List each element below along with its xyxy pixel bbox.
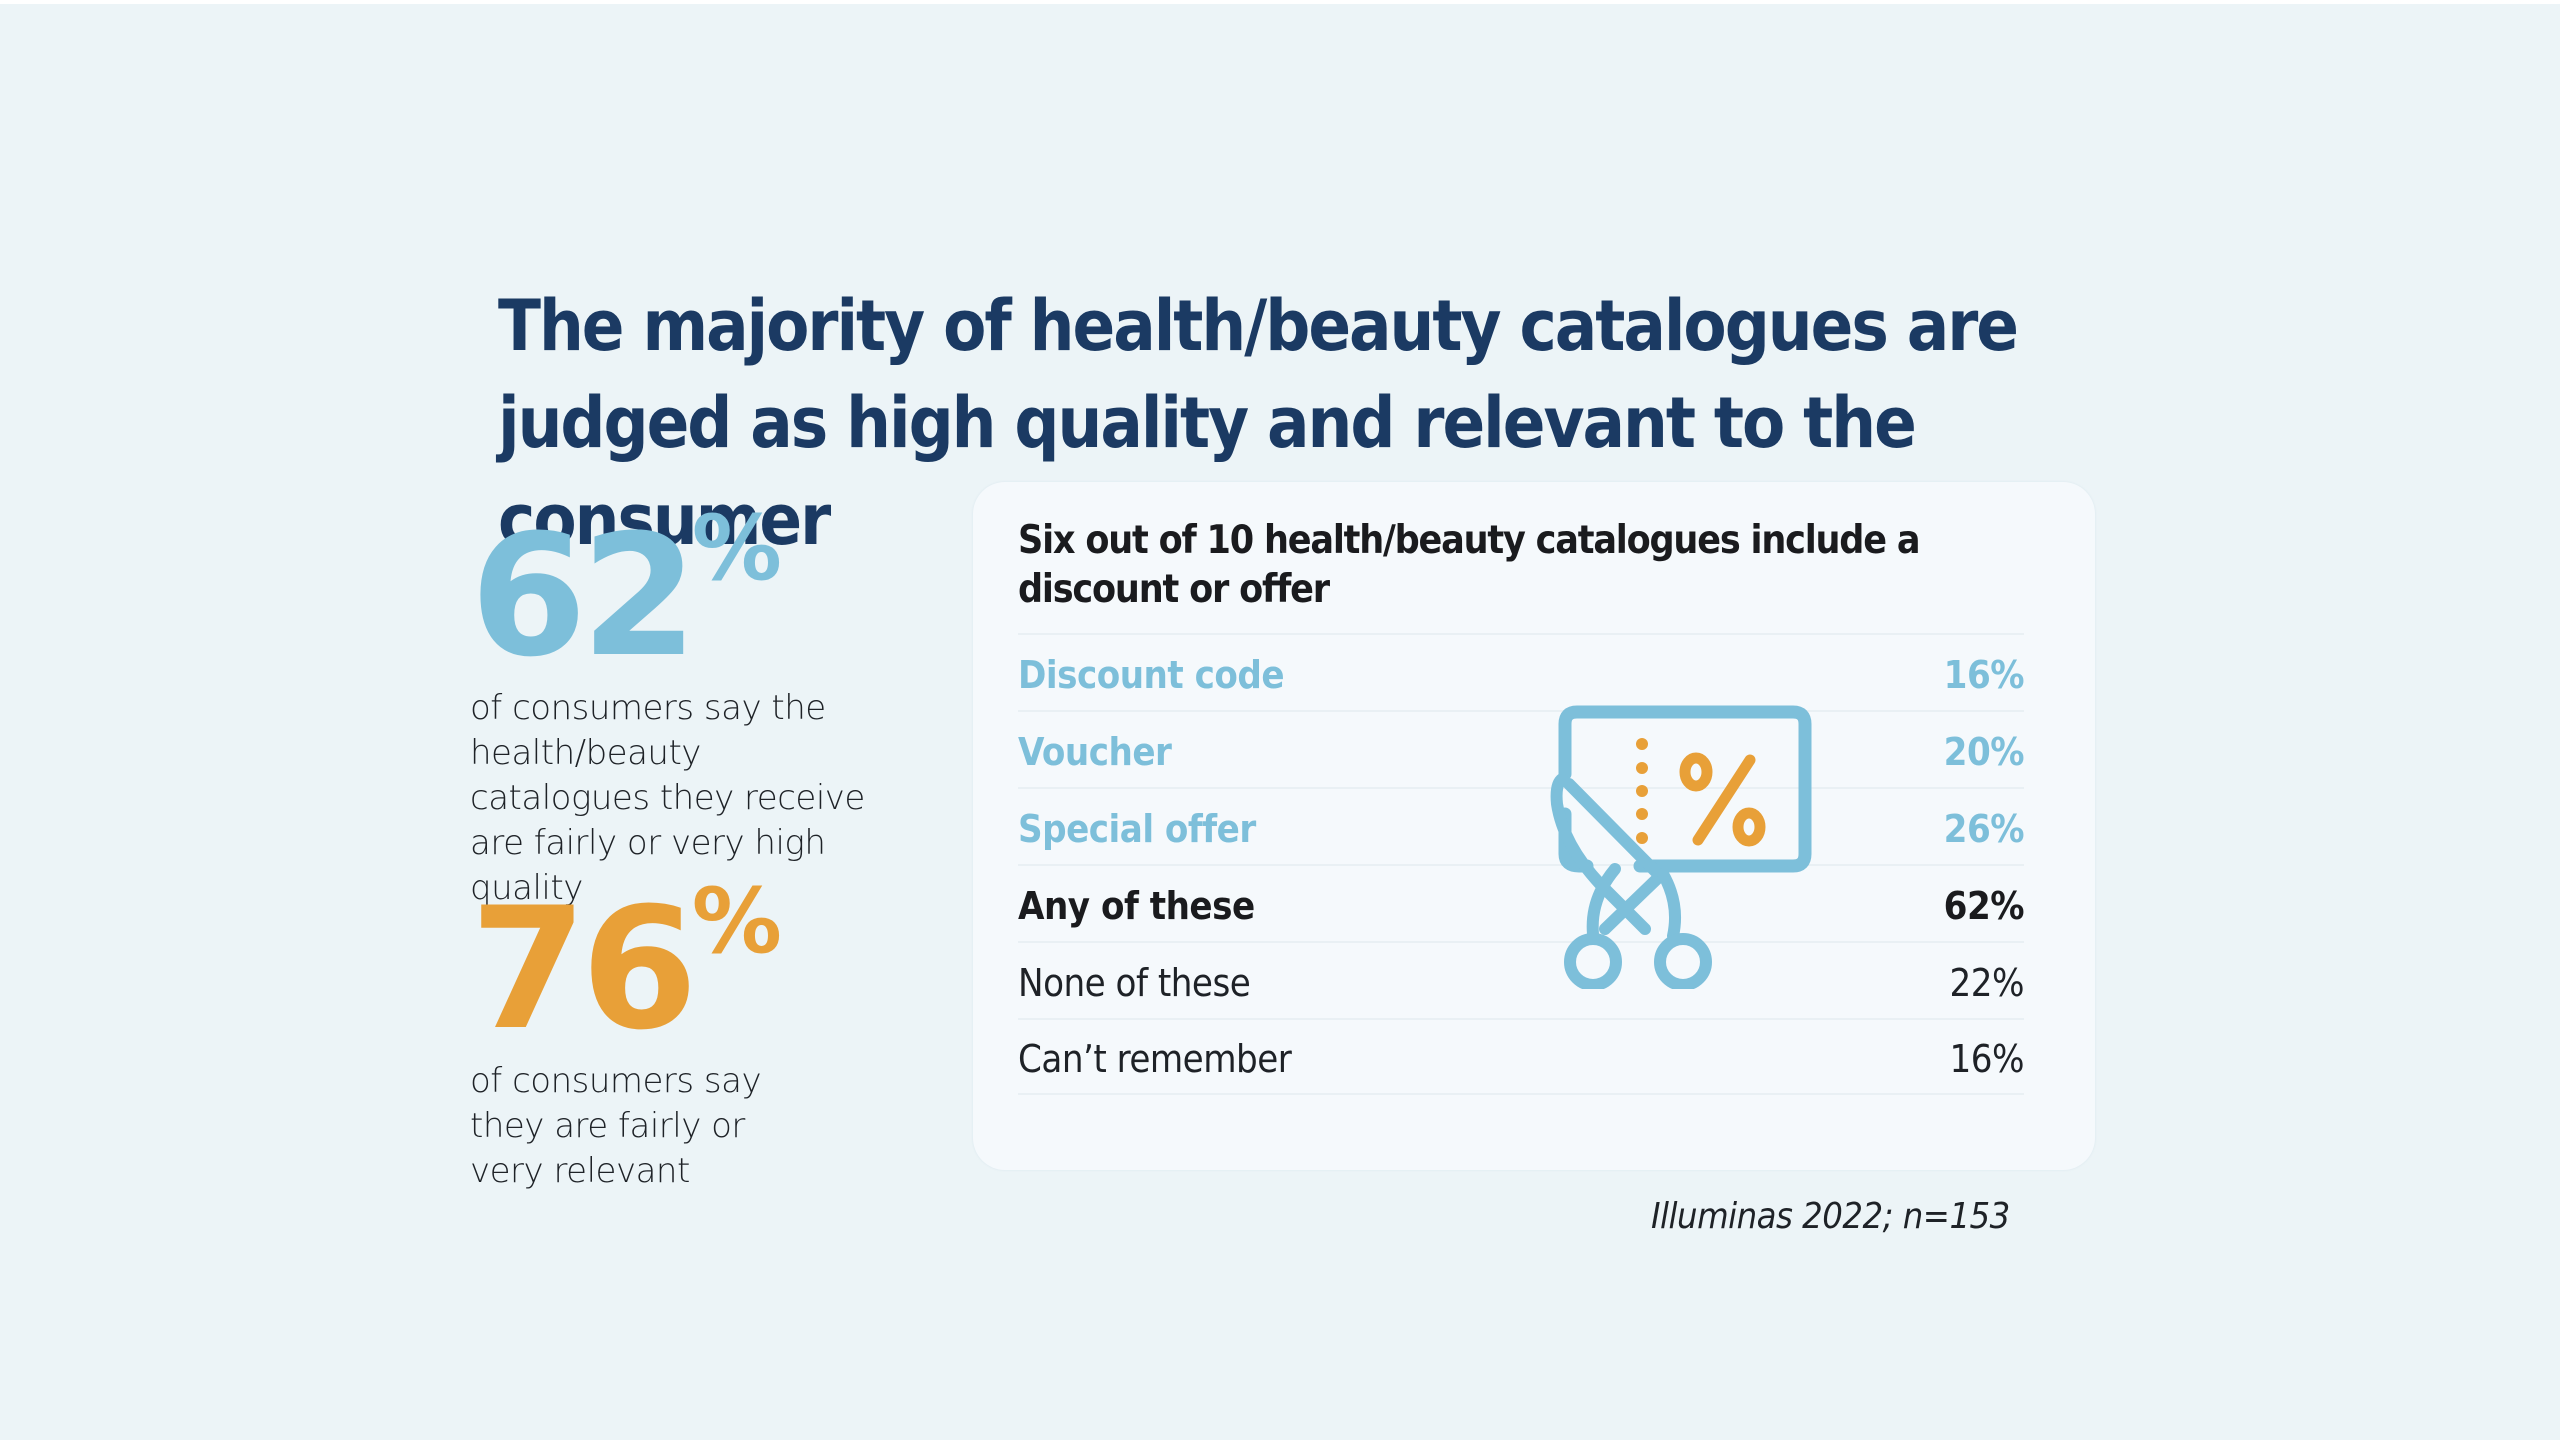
source-note: Illuminas 2022; n=153 — [1651, 1196, 2010, 1237]
headline: The majority of health/beauty catalogues… — [498, 285, 2019, 561]
percent-glyph — [1679, 752, 1766, 847]
row-value: 26% — [1943, 806, 2025, 851]
stat-quality-percent-sign: % — [691, 496, 782, 601]
scissors-coupon-icon — [1550, 705, 1812, 989]
stat-quality-description: of consumers say the health/beauty catal… — [470, 688, 865, 908]
stat-quality-number: 62 — [470, 498, 698, 694]
row-label: Can’t remember — [1018, 1036, 1292, 1081]
row-value: 62% — [1943, 883, 2025, 928]
row-value: 20% — [1943, 729, 2025, 774]
offers-table: Discount code 16% Voucher 20% Special of… — [1018, 633, 2025, 1095]
row-value: 22% — [1949, 960, 2025, 1005]
stat-relevance-number: 76 — [470, 871, 698, 1067]
row-value: 16% — [1949, 1036, 2025, 1081]
perforation-dots — [1636, 738, 1648, 844]
stat-relevance: 76% of consumers say they are fairly or … — [470, 877, 782, 1194]
scissors-ring-right — [1654, 933, 1712, 989]
stat-relevance-figure: 76% — [470, 877, 782, 1054]
scissors-handles — [1586, 863, 1681, 942]
table-row: Any of these 62% — [1018, 864, 2025, 941]
table-row: Can’t remember 16% — [1018, 1018, 2025, 1095]
stat-quality-figure: 62% — [470, 504, 870, 681]
scissors-ring-left — [1564, 933, 1622, 989]
table-row: Special offer 26% — [1018, 787, 2025, 864]
stat-relevance-description: of consumers say they are fairly or very… — [470, 1061, 762, 1191]
row-label: None of these — [1018, 960, 1251, 1005]
row-value: 16% — [1943, 652, 2025, 697]
table-row: Discount code 16% — [1018, 633, 2025, 710]
coupon-outline — [1558, 705, 1812, 873]
row-label: Voucher — [1018, 729, 1172, 774]
stat-quality: 62% of consumers say the health/beauty c… — [470, 504, 870, 911]
top-strip — [0, 0, 2560, 4]
table-row: Voucher 20% — [1018, 710, 2025, 787]
scissors-blade — [1550, 773, 1666, 935]
row-label: Any of these — [1018, 883, 1255, 928]
row-label: Discount code — [1018, 652, 1285, 697]
offers-card: Six out of 10 health/beauty catalogues i… — [973, 482, 2095, 1170]
card-title: Six out of 10 health/beauty catalogues i… — [1018, 518, 1921, 612]
row-label: Special offer — [1018, 806, 1256, 851]
table-row: None of these 22% — [1018, 941, 2025, 1018]
stat-relevance-percent-sign: % — [691, 869, 782, 974]
